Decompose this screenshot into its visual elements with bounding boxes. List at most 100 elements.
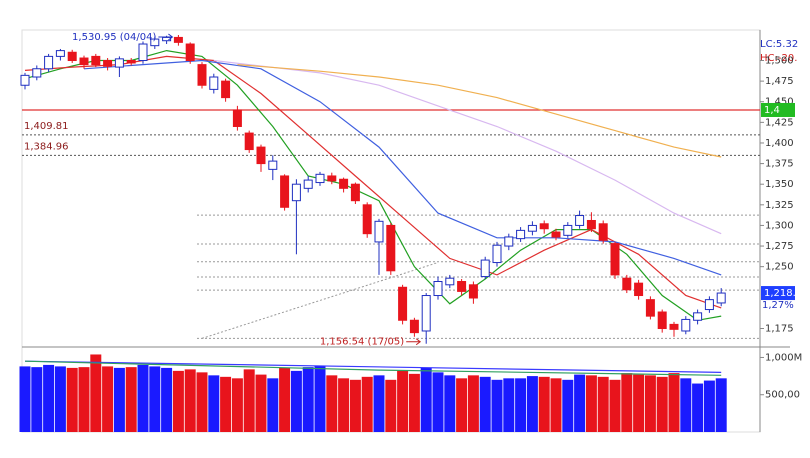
volume-bar: [243, 369, 255, 432]
candle-body: [586, 219, 596, 230]
candle: [398, 284, 408, 325]
candle-body: [91, 55, 101, 66]
candle: [433, 276, 443, 300]
volume-tick-label: 500,00: [765, 390, 800, 401]
volume-bar: [692, 383, 704, 432]
candle: [622, 274, 632, 294]
volume-bar: [361, 376, 373, 432]
volume-bar: [78, 367, 90, 432]
candle-body: [657, 311, 667, 330]
candle: [457, 279, 467, 296]
candle-body: [445, 277, 455, 286]
candle-body: [645, 299, 655, 317]
candle-body: [197, 64, 207, 86]
candle-body: [280, 175, 290, 208]
level-label: 1,409.81: [24, 121, 69, 132]
price-tag-label: 1,4: [764, 105, 780, 116]
candle-body: [256, 146, 266, 165]
candle: [693, 309, 703, 325]
volume-bar: [680, 378, 692, 432]
candle: [551, 228, 561, 241]
candle: [173, 34, 183, 46]
lc-label: LC:5.32: [760, 39, 798, 50]
candle-body: [150, 38, 160, 47]
candle-body: [126, 60, 136, 64]
candle: [67, 49, 77, 63]
y-tick-label: 1,275: [765, 241, 794, 252]
candle-body: [516, 229, 526, 240]
candle-body: [681, 318, 691, 332]
candle-body: [173, 36, 183, 43]
candle-body: [539, 223, 549, 230]
candle: [504, 233, 514, 251]
volume-bar: [420, 367, 432, 432]
candle: [645, 296, 655, 320]
candle: [374, 218, 384, 275]
candle: [468, 281, 478, 304]
volume-bar: [703, 380, 715, 432]
candle-body: [468, 284, 478, 299]
volume-bar: [621, 373, 633, 432]
trend-line: [201, 262, 439, 339]
volume-bar: [668, 373, 680, 432]
candle-body: [374, 220, 384, 243]
y-tick-label: 1,500: [765, 56, 794, 67]
volume-bar: [644, 375, 656, 432]
volume-bar: [373, 375, 385, 432]
candle: [563, 222, 573, 238]
candle: [575, 210, 585, 229]
candle-body: [575, 215, 585, 226]
volume-bar: [43, 364, 55, 432]
volume-bar: [125, 367, 137, 432]
candle: [492, 241, 502, 267]
volume-bar: [609, 379, 621, 432]
volume-bar: [161, 367, 173, 432]
candle: [232, 105, 242, 131]
candle: [91, 53, 101, 68]
candle-body: [563, 224, 573, 236]
volume-bar: [349, 379, 361, 432]
candle: [209, 73, 219, 94]
candle-body: [386, 224, 396, 272]
volume-bar: [597, 376, 609, 432]
candle: [539, 220, 549, 234]
candle: [244, 130, 254, 153]
volume-bar: [149, 366, 161, 432]
candle-body: [480, 259, 490, 278]
candle: [704, 296, 714, 313]
volume-bar: [90, 354, 102, 432]
volume-bar: [656, 376, 668, 432]
y-tick-label: 1,375: [765, 159, 794, 170]
volume-bar: [562, 379, 574, 432]
candle-body: [492, 244, 502, 264]
volume-bar: [444, 375, 456, 432]
volume-bar: [54, 366, 66, 432]
volume-bar: [526, 376, 538, 432]
candle: [634, 279, 644, 300]
candle-body: [138, 43, 148, 62]
candle-body: [20, 74, 30, 86]
volume-line: [24, 360, 722, 373]
candle-body: [551, 231, 561, 238]
candle: [598, 220, 608, 244]
candle-body: [669, 323, 679, 330]
ma-line: [237, 64, 722, 158]
candle: [221, 78, 231, 102]
change-label: 1,27%: [762, 300, 794, 311]
candle-body: [716, 292, 726, 304]
volume-bar: [574, 374, 586, 432]
volume-bar: [715, 378, 727, 432]
candle: [586, 212, 596, 233]
volume-bar: [196, 372, 208, 432]
volume-bar: [208, 375, 220, 432]
candle-body: [244, 132, 254, 151]
candle-body: [362, 204, 372, 235]
candle: [480, 256, 490, 280]
candle-body: [209, 76, 219, 90]
volume-bar: [113, 367, 125, 432]
volume-bar: [550, 378, 562, 432]
candle-body: [433, 281, 443, 297]
level-label: 1,384.96: [24, 141, 69, 152]
candle: [185, 42, 195, 64]
volume-bar: [633, 374, 645, 432]
